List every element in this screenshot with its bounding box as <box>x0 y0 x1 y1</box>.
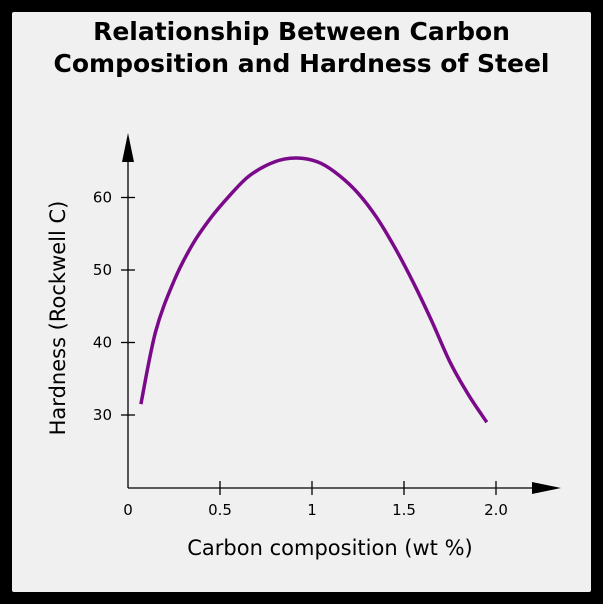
y-tick-label: 40 <box>93 334 112 352</box>
y-axis-arrow <box>122 133 134 162</box>
axes <box>122 133 561 494</box>
x-tick-label: 0 <box>123 501 133 519</box>
y-tick-label: 60 <box>93 189 112 207</box>
series-line-0 <box>139 156 489 424</box>
ticks: 30 40 50 60 0 0.5 1 1.5 2.0 <box>93 189 508 520</box>
chart-title-line-2: Composition and Hardness of Steel <box>53 49 550 78</box>
series-layer <box>139 156 489 424</box>
x-tick-label: 1.5 <box>392 501 416 519</box>
y-axis-title: Hardness (Rockwell C) <box>46 201 70 436</box>
x-tick-label: 0.5 <box>208 501 232 519</box>
chart-title: Relationship Between Carbon Composition … <box>0 16 603 80</box>
x-tick-label: 2.0 <box>484 501 508 519</box>
x-tick-label: 1 <box>307 501 317 519</box>
x-axis-title: Carbon composition (wt %) <box>187 536 472 560</box>
chart-panel <box>12 12 591 592</box>
chart-title-line-1: Relationship Between Carbon <box>93 17 510 46</box>
y-tick-label: 50 <box>93 261 112 279</box>
y-tick-label: 30 <box>93 406 112 424</box>
x-axis-arrow <box>532 482 561 494</box>
